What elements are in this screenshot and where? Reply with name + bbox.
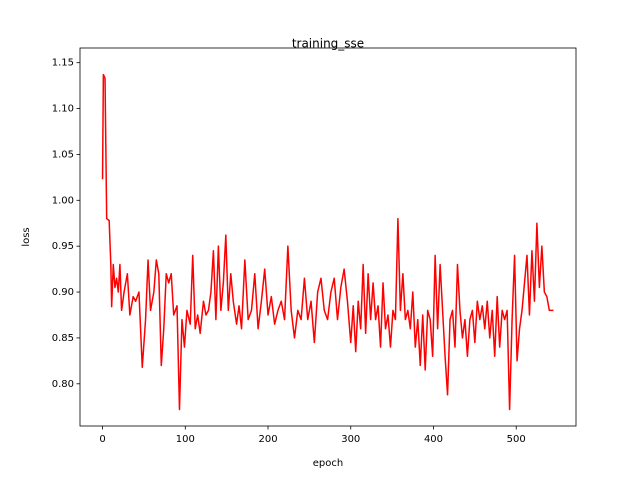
chart-title: training_sse [292, 37, 364, 51]
x-axis-label: epoch [313, 458, 343, 469]
y-tick-label: 1.00 [52, 195, 74, 206]
y-tick-label: 1.10 [52, 104, 74, 115]
y-tick-label: 1.05 [52, 149, 74, 160]
y-tick-label: 0.95 [52, 241, 74, 252]
x-tick-label: 200 [258, 434, 277, 445]
axes-frame [79, 47, 577, 427]
x-tick-label: 300 [341, 434, 360, 445]
y-tick-label: 1.15 [52, 58, 74, 69]
x-tick-label: 0 [99, 434, 105, 445]
y-tick-label: 0.85 [52, 333, 74, 344]
y-tick-label: 0.90 [52, 287, 74, 298]
y-axis-label: loss [21, 227, 32, 246]
x-tick-label: 100 [176, 434, 195, 445]
loss-line [101, 73, 554, 411]
x-tick-label: 400 [424, 434, 443, 445]
y-tick-label: 0.80 [52, 379, 74, 390]
x-tick-label: 500 [507, 434, 526, 445]
